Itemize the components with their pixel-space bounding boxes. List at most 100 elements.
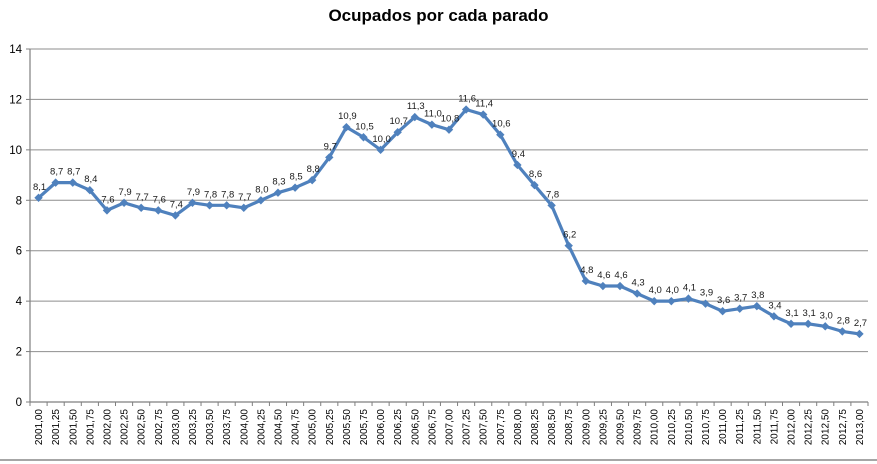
x-tick-label: 2009,50: [616, 409, 627, 446]
x-tick-label: 2002,25: [120, 409, 131, 446]
data-point[interactable]: [769, 312, 779, 321]
data-point-label: 7,6: [101, 194, 114, 205]
data-point-label: 6,2: [563, 230, 576, 241]
data-point[interactable]: [547, 201, 556, 210]
data-point[interactable]: [838, 327, 847, 336]
x-tick-label: 2008,00: [513, 409, 524, 446]
data-point[interactable]: [119, 198, 129, 208]
x-tick-label: 2011,00: [718, 409, 729, 445]
x-tick-label: 2005,00: [308, 409, 319, 446]
x-tick-label: 2007,75: [496, 409, 507, 446]
data-point[interactable]: [188, 198, 197, 208]
x-tick-label: 2005,25: [325, 409, 336, 446]
data-point[interactable]: [803, 319, 813, 329]
data-point-label: 8,1: [33, 182, 46, 193]
data-point-label: 11,4: [475, 99, 493, 110]
data-point[interactable]: [205, 201, 214, 210]
x-tick-label: 2010,25: [667, 409, 678, 446]
data-point[interactable]: [154, 206, 163, 215]
data-point-label: 4,0: [666, 285, 679, 296]
data-point[interactable]: [701, 299, 710, 308]
data-point[interactable]: [632, 289, 642, 298]
data-point[interactable]: [735, 304, 744, 313]
data-point[interactable]: [427, 120, 437, 129]
data-point-label: 7,7: [136, 192, 149, 203]
data-point-label: 3,8: [751, 290, 764, 301]
data-point-label: 4,8: [580, 265, 593, 276]
x-tick-label: 2001,50: [68, 409, 79, 446]
x-tick-label: 2012,50: [821, 409, 832, 446]
data-point[interactable]: [222, 201, 231, 210]
data-point[interactable]: [68, 178, 77, 187]
data-point[interactable]: [376, 145, 385, 155]
y-tick-label: 10: [9, 145, 22, 157]
x-tick-label: 2003,75: [222, 409, 233, 446]
data-point[interactable]: [342, 122, 351, 132]
data-point[interactable]: [564, 241, 573, 250]
x-tick-label: 2009,00: [581, 409, 592, 446]
data-point-label: 10,5: [355, 121, 374, 132]
data-point[interactable]: [598, 281, 608, 291]
data-point[interactable]: [359, 133, 368, 142]
data-point[interactable]: [85, 186, 95, 195]
data-point-label: 7,9: [118, 187, 131, 198]
data-point[interactable]: [325, 153, 334, 162]
data-point[interactable]: [51, 178, 60, 187]
data-point-label: 8,4: [84, 174, 97, 185]
data-point[interactable]: [273, 188, 283, 197]
x-tick-label: 2004,75: [291, 409, 302, 446]
data-point[interactable]: [752, 301, 762, 311]
data-point[interactable]: [307, 175, 317, 185]
data-point[interactable]: [821, 322, 830, 331]
data-point[interactable]: [615, 281, 625, 291]
data-point[interactable]: [718, 307, 727, 316]
x-tick-label: 2002,00: [102, 409, 113, 446]
data-point[interactable]: [136, 203, 146, 213]
x-tick-label: 2003,00: [171, 409, 182, 446]
data-point[interactable]: [290, 183, 300, 192]
data-point-label: 10,7: [389, 116, 408, 127]
data-point-label: 7,9: [187, 187, 200, 198]
x-tick-label: 2011,75: [769, 409, 780, 445]
data-point-label: 10,8: [441, 114, 460, 125]
data-point[interactable]: [393, 128, 402, 137]
data-point[interactable]: [684, 294, 693, 303]
data-point-label: 2,7: [854, 318, 867, 329]
data-point[interactable]: [513, 160, 522, 170]
data-point[interactable]: [171, 211, 180, 220]
data-point-label: 10,6: [492, 119, 511, 130]
data-point[interactable]: [256, 196, 266, 205]
data-point-label: 3,4: [768, 300, 781, 311]
x-tick-label: 2003,50: [205, 409, 216, 446]
data-point[interactable]: [479, 110, 488, 119]
x-tick-label: 2011,25: [735, 409, 746, 445]
data-point[interactable]: [650, 296, 659, 306]
y-tick-label: 6: [16, 246, 22, 258]
data-point[interactable]: [530, 180, 539, 190]
data-point[interactable]: [34, 193, 43, 202]
x-tick-label: 2007,00: [445, 409, 456, 446]
data-point[interactable]: [410, 112, 419, 122]
data-point-label: 11,0: [424, 109, 442, 120]
x-tick-label: 2004,50: [273, 409, 284, 446]
x-tick-label: 2005,50: [342, 409, 353, 446]
data-point-label: 3,1: [785, 308, 798, 319]
data-point[interactable]: [786, 319, 796, 329]
data-point[interactable]: [581, 276, 591, 286]
data-point[interactable]: [239, 203, 248, 213]
x-tick-label: 2011,50: [752, 409, 763, 445]
data-point-label: 3,7: [734, 293, 747, 304]
data-point-label: 10,0: [372, 134, 391, 145]
data-point[interactable]: [855, 329, 864, 339]
data-point[interactable]: [496, 130, 505, 139]
data-point-label: 9,7: [324, 141, 337, 152]
data-point[interactable]: [444, 125, 454, 134]
data-point[interactable]: [461, 105, 471, 114]
y-tick-label: 8: [16, 195, 22, 207]
data-point-label: 7,6: [153, 194, 166, 205]
data-point-label: 7,8: [204, 189, 217, 200]
data-point[interactable]: [667, 296, 676, 306]
y-tick-label: 14: [9, 44, 22, 56]
data-point[interactable]: [102, 206, 112, 215]
